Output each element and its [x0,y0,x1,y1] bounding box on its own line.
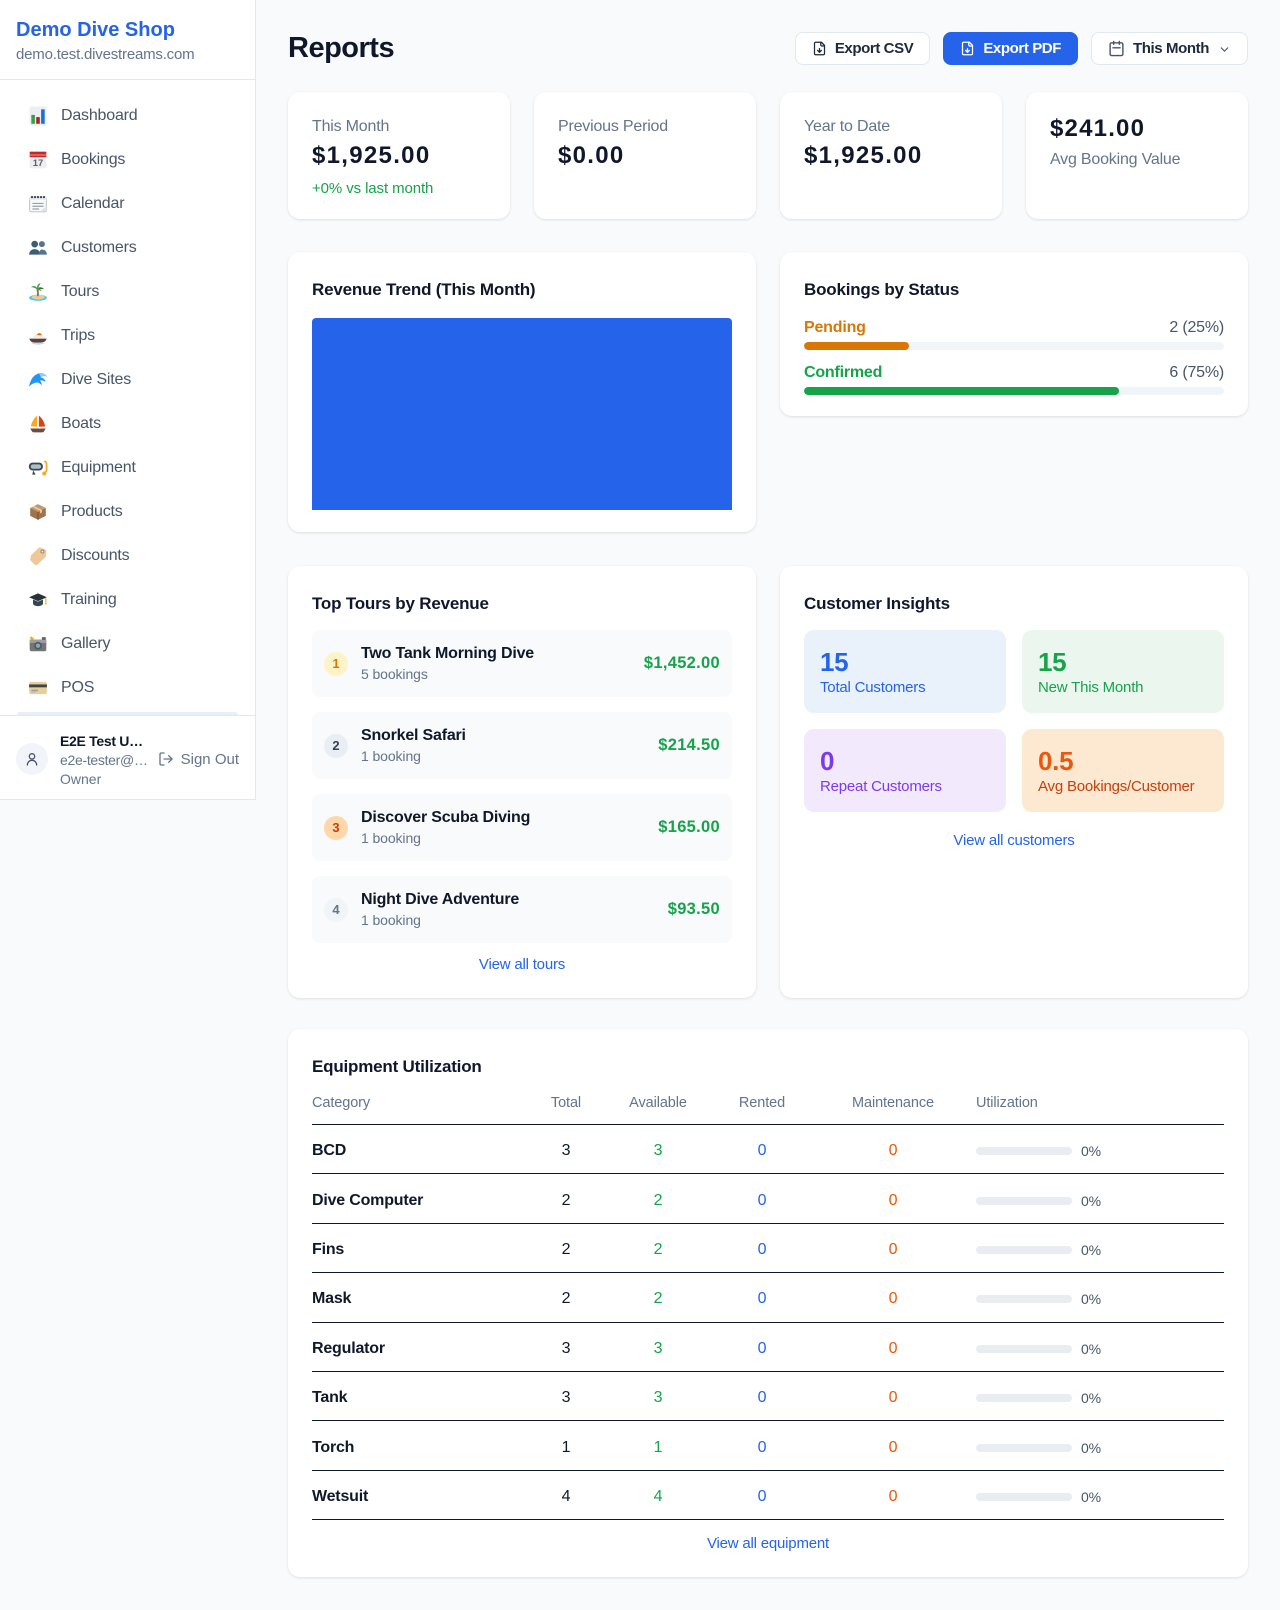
svg-text:17: 17 [33,158,44,169]
